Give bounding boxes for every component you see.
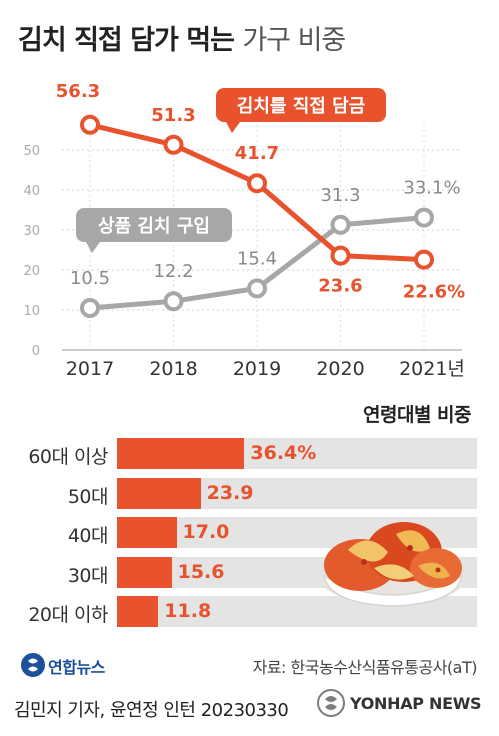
legend-callout-box (76, 208, 232, 242)
x-tick-label: 2018 (149, 358, 197, 380)
data-point (80, 298, 100, 318)
bar-value-label: 15.6 (177, 560, 225, 583)
bar-value-label: 36.4% (250, 442, 317, 464)
bar (117, 596, 159, 627)
data-label: 23.6 (318, 276, 362, 297)
data-label: 51.3 (151, 105, 195, 126)
bar-chart-title: 연령대별 비중 (363, 404, 472, 426)
title-light: 가구 비중 (242, 25, 346, 56)
chart-title: 김치 직접 담가 먹는 가구 비중 (18, 18, 346, 57)
yonhap-logo-icon (21, 653, 45, 677)
bar-category-label: 60대 이상 (28, 446, 108, 468)
line-chart: 0 10 20 30 40 50 2017 2018 2019 2020 2021년 56.3 51.3… (23, 81, 465, 380)
bar (117, 477, 201, 509)
data-point (247, 173, 267, 194)
data-point (330, 214, 351, 235)
data-point (414, 207, 434, 228)
data-label: 33.1% (403, 178, 460, 199)
bar-value-label: 23.9 (206, 481, 254, 504)
bar-category-label: 40대 (67, 525, 109, 547)
y-tick-label: 0 (32, 344, 40, 359)
legend-callout-tail (226, 122, 240, 133)
data-point (163, 134, 184, 155)
y-tick-label: 10 (23, 304, 40, 319)
bar-row: 40대 17.0 (0, 517, 499, 549)
bar-track: 23.9 (117, 477, 477, 509)
legend-label: 김치를 직접 담금 (237, 96, 365, 117)
bar (117, 438, 245, 469)
data-point (247, 278, 267, 299)
kimchi-image (321, 522, 465, 607)
bar-row: 60대 이상 36.4% (0, 438, 499, 470)
bar-category-label: 30대 (67, 564, 109, 587)
bar-value-label: 11.8 (164, 600, 212, 622)
data-label: 56.3 (56, 81, 100, 102)
x-tick-label: 2017 (66, 358, 114, 380)
watermark-text: YONHAP NEWS (350, 694, 482, 713)
data-label: 41.7 (235, 143, 279, 164)
data-label: 15.4 (237, 248, 277, 269)
legend-callout-tail (86, 242, 100, 253)
y-tick-label: 30 (23, 224, 40, 239)
yonhap-logo: 연합뉴스 (20, 652, 150, 678)
data-point (330, 245, 351, 266)
source-note: 자료: 한국농수산식품유통공사(aT) (252, 658, 478, 677)
bar (117, 556, 172, 588)
legend-callout-box (216, 88, 386, 122)
y-tick-label: 20 (23, 264, 40, 279)
data-label: 22.6% (403, 282, 465, 303)
logo-text: 연합뉴스 (48, 658, 105, 677)
x-tick-label: 2019 (233, 358, 281, 380)
data-point (414, 249, 434, 270)
bar-chart: 연령대별 비중 60대 이상 36.4% 50대 23.9 40대 17.0 30대 15.6… (0, 390, 499, 650)
data-label: 31.3 (320, 185, 360, 206)
legend-label: 상품 김치 구입 (98, 215, 210, 237)
bar-value-label: 17.0 (182, 521, 230, 543)
bar-row: 50대 23.9 (0, 477, 499, 510)
data-label: 10.5 (70, 268, 110, 289)
credit-line: 김민지 기자, 윤연정 인턴 20230330 (14, 700, 289, 721)
bar-category-label: 20대 이하 (28, 604, 108, 626)
title-main: 김치 직접 담가 먹는 (18, 25, 235, 56)
data-point (163, 291, 184, 312)
x-tick-label: 2021년 (399, 358, 465, 380)
y-tick-label: 50 (23, 144, 40, 159)
bar-category-label: 50대 (67, 485, 109, 508)
y-tick-label: 40 (23, 184, 40, 199)
data-point (80, 114, 100, 135)
watermark-icon (317, 689, 345, 717)
bar (117, 517, 177, 548)
bar-track: 36.4% (117, 438, 477, 469)
x-tick-label: 2020 (316, 358, 364, 380)
data-label: 12.2 (153, 261, 193, 282)
